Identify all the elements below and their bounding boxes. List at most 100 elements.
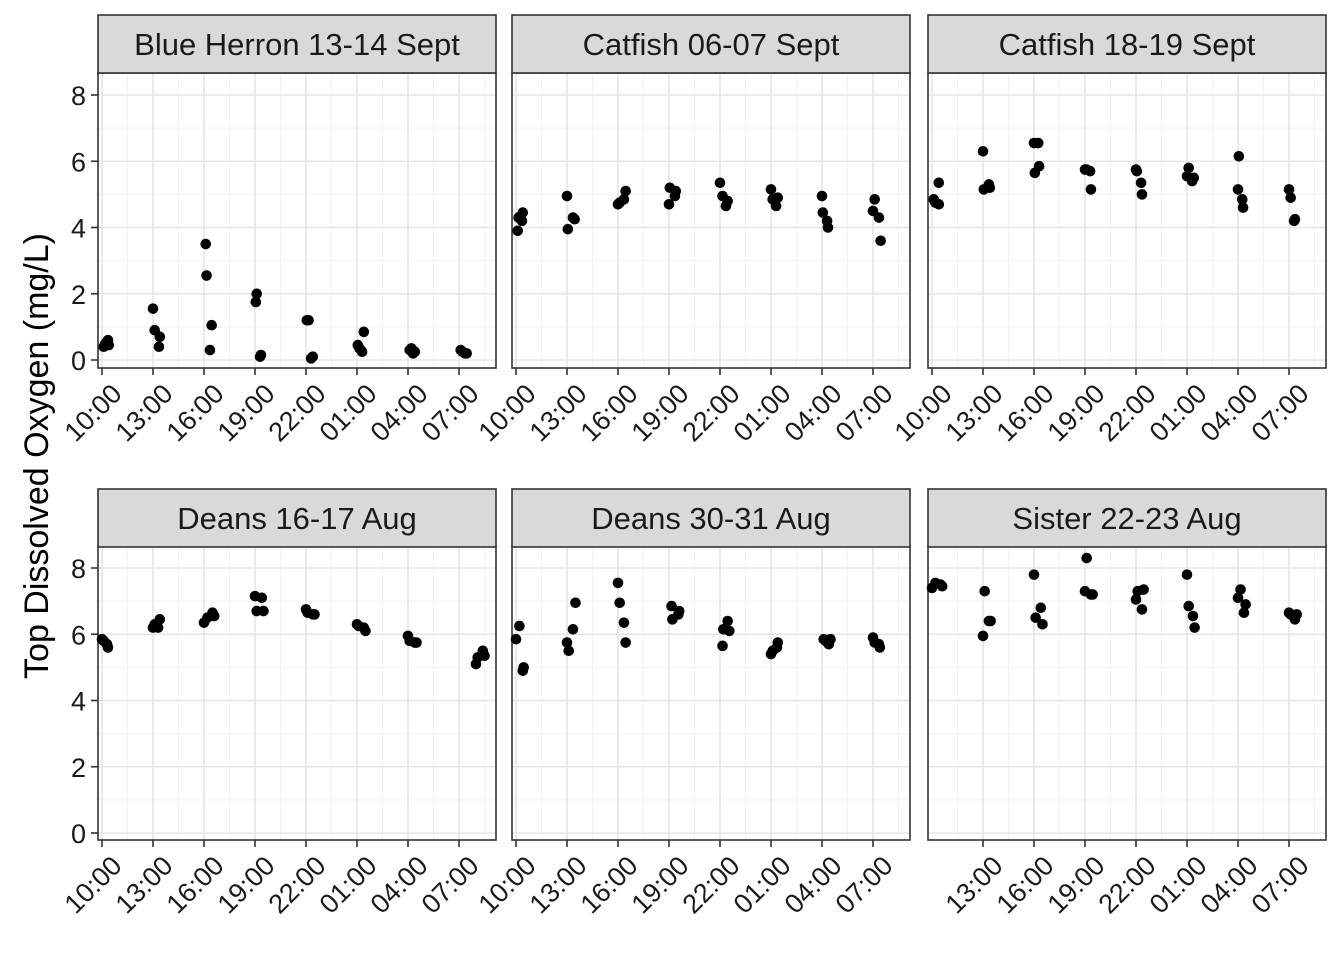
data-point (663, 199, 675, 210)
x-tick-label: 22:00 (1093, 378, 1162, 447)
data-point (984, 182, 996, 194)
panel-title: Catfish 18-19 Sept (999, 27, 1256, 62)
y-axis-label: Top Dissolved Oxygen (mg/L) (18, 233, 56, 679)
data-point (722, 195, 733, 207)
data-point (816, 190, 828, 202)
data-point (821, 215, 833, 227)
x-tick-label: 13:00 (524, 850, 593, 919)
data-point (309, 609, 320, 620)
data-point (1183, 600, 1194, 612)
data-point (562, 223, 574, 235)
data-point (1138, 584, 1149, 595)
panel-title: Catfish 06-07 Sept (583, 27, 840, 62)
x-tick-label: 07:00 (416, 850, 485, 919)
data-point (1136, 189, 1148, 200)
y-tick-label: 2 (71, 753, 86, 783)
x-tick-label: 01:00 (1144, 378, 1213, 447)
data-point (561, 190, 573, 202)
data-point (510, 633, 522, 645)
data-point (1131, 165, 1143, 177)
data-point (1087, 589, 1098, 600)
y-tick-label: 4 (71, 687, 86, 717)
x-tick-label: 22:00 (677, 378, 746, 447)
data-point (1181, 569, 1193, 580)
data-point (1240, 599, 1251, 610)
x-tick-label: 19:00 (212, 378, 281, 447)
data-point (670, 185, 682, 197)
data-point (714, 177, 726, 189)
panel-strip (511, 488, 911, 548)
panel-background (98, 73, 496, 368)
data-point (1235, 584, 1246, 595)
panel-background (928, 73, 1326, 368)
x-tick-label: 22:00 (263, 378, 332, 447)
data-point (307, 351, 319, 362)
data-point (772, 637, 784, 648)
data-point (817, 207, 829, 218)
data-point (1135, 177, 1147, 189)
x-tick-label: 22:00 (263, 850, 332, 919)
data-point (356, 346, 368, 358)
x-tick-label: 04:00 (365, 378, 434, 447)
x-tick-label: 19:00 (212, 850, 281, 919)
panel-title: Blue Herron 13-14 Sept (134, 27, 460, 62)
x-tick-label: 19:00 (626, 378, 695, 447)
data-point (1081, 552, 1092, 564)
x-tick-label: 01:00 (728, 378, 797, 447)
data-point (154, 331, 166, 343)
y-tick-label: 0 (71, 819, 86, 849)
x-tick-label: 13:00 (524, 378, 593, 447)
data-point (1188, 172, 1200, 184)
data-point (724, 625, 735, 637)
data-point (208, 610, 220, 622)
x-tick-label: 04:00 (365, 850, 434, 919)
data-point (563, 645, 574, 657)
data-point (514, 620, 525, 632)
data-point (933, 199, 945, 210)
data-point (411, 637, 422, 648)
data-point (303, 314, 314, 326)
x-tick-label: 16:00 (161, 850, 230, 919)
x-tick-label: 07:00 (830, 850, 899, 919)
data-point (1232, 184, 1244, 195)
panel-strip (927, 14, 1327, 74)
data-point (1084, 165, 1096, 177)
x-tick-label: 16:00 (161, 378, 230, 447)
panel-title: Deans 16-17 Aug (177, 501, 417, 536)
y-tick-label: 4 (71, 214, 86, 244)
x-tick-label: 22:00 (1093, 850, 1162, 919)
data-point (1189, 622, 1200, 633)
data-point (258, 605, 269, 617)
data-point (618, 194, 630, 205)
data-point (1035, 602, 1047, 614)
data-point (977, 630, 989, 642)
panel: Deans 30-31 Aug 10:0013:0016:0019:0022:00… (473, 488, 911, 919)
panel-background (98, 546, 496, 840)
data-point (717, 640, 728, 652)
data-point (561, 637, 573, 648)
data-point (1136, 604, 1148, 615)
x-tick-label: 10:00 (473, 378, 542, 447)
data-point (979, 585, 990, 597)
data-point (516, 215, 528, 227)
y-tick-label: 0 (71, 346, 86, 376)
data-point (1028, 569, 1040, 580)
data-point (461, 348, 472, 359)
data-point (200, 238, 211, 250)
data-point (206, 319, 217, 331)
data-point (874, 642, 886, 653)
x-tick-label: 16:00 (991, 378, 1060, 447)
y-tick-label: 6 (71, 620, 86, 650)
x-tick-label: 01:00 (1144, 850, 1213, 919)
data-point (517, 207, 529, 218)
data-point (251, 288, 262, 300)
data-point (1288, 215, 1300, 227)
data-point (772, 192, 784, 203)
panel: Catfish 18-19 Sept 10:0013:0016:0019:0022… (889, 14, 1327, 447)
x-tick-label: 04:00 (1195, 378, 1264, 447)
data-point (1033, 160, 1045, 172)
panel-strip (97, 488, 497, 548)
x-tick-label: 16:00 (575, 378, 644, 447)
data-point (1233, 150, 1245, 162)
